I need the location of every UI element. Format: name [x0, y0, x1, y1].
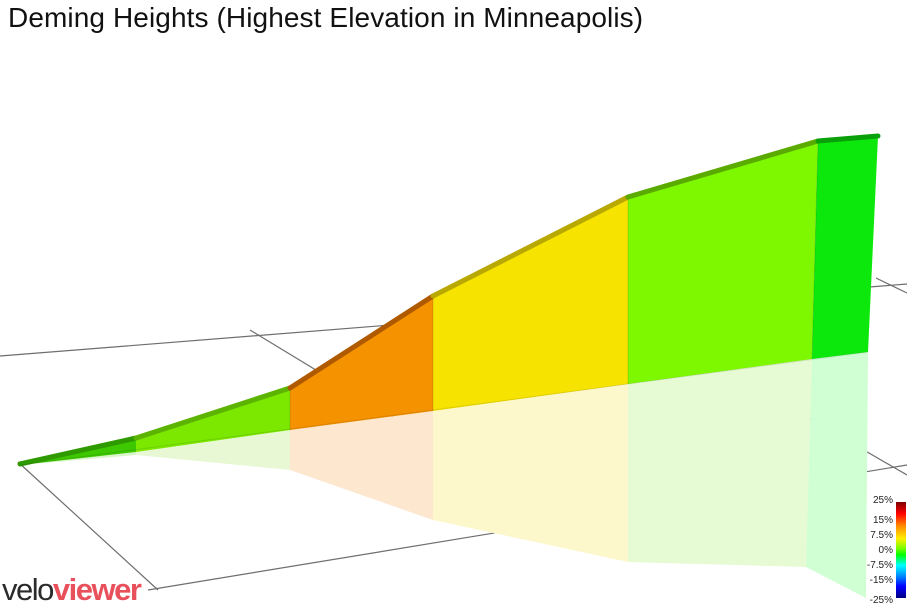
top-edge-segment [287, 293, 436, 391]
reflection-segment [136, 430, 290, 470]
grid-line [17, 461, 159, 591]
legend-label: 25% [872, 495, 893, 506]
reflection-segment [290, 411, 433, 520]
logo-velo-text: velo [2, 572, 54, 607]
profile-reflection [20, 352, 868, 598]
reflection-segment [806, 352, 868, 598]
gradient-legend: 25% 15% 7.5% 0% -7.5% -15% -25% [860, 496, 907, 607]
top-edge-segment [133, 385, 293, 441]
segment-dividers [289, 142, 819, 430]
logo-viewer-text: viewer [52, 572, 142, 607]
top-edge-segment [430, 194, 631, 299]
legend-label: 7.5% [870, 530, 893, 541]
legend-label: 0% [878, 545, 893, 556]
gradient-legend-labels: 25% 15% 7.5% 0% -7.5% -15% -25% [860, 496, 893, 607]
profile-base-edge [19, 351, 869, 466]
segment-divider [811, 142, 819, 360]
reflection-segment [433, 384, 628, 562]
profile-top-edge [17, 133, 881, 467]
legend-label: 15% [872, 515, 893, 526]
profile-segment-2 [136, 388, 290, 452]
top-edge-segment [17, 435, 139, 467]
top-edge-segment [815, 133, 881, 144]
profile-segment-4 [433, 197, 628, 411]
profile-segment-6 [812, 136, 878, 359]
legend-label: -25% [869, 595, 893, 606]
page-title: Deming Heights (Highest Elevation in Min… [8, 2, 644, 33]
gradient-color-bar [896, 502, 906, 598]
legend-label: -15% [869, 575, 893, 586]
reflection-segment [628, 359, 812, 567]
grid-line [875, 277, 907, 294]
top-edge-segment [625, 138, 821, 200]
profile-segment-5 [628, 141, 818, 384]
legend-label: -7.5% [866, 560, 893, 571]
veloviewer-logo[interactable]: veloviewer [2, 572, 142, 607]
profile-segment-3 [290, 296, 433, 430]
